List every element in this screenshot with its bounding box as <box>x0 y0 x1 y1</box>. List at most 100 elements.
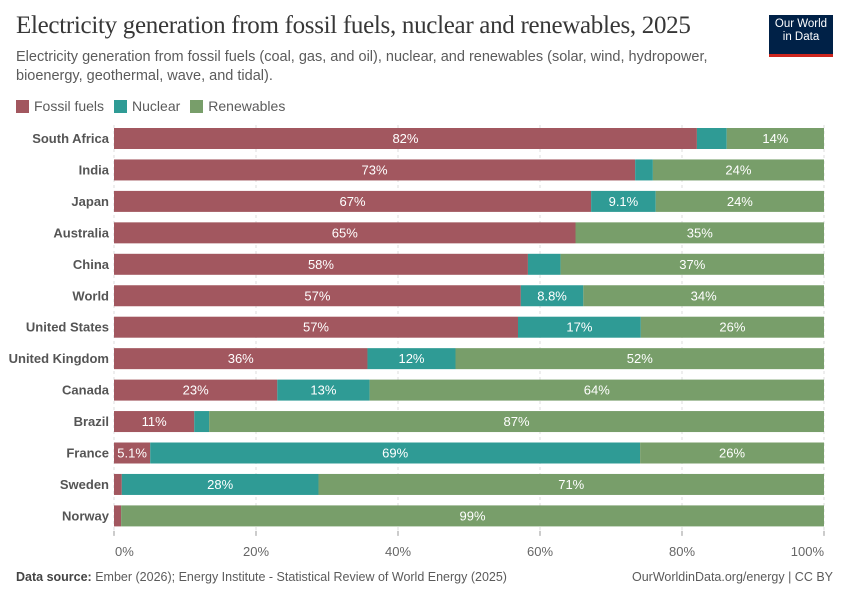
data-label: 8.8% <box>537 288 567 303</box>
data-source: Data source: Ember (2026); Energy Instit… <box>16 570 507 584</box>
y-category-label: United States <box>26 320 109 335</box>
bar-segment[interactable] <box>640 316 824 338</box>
bar-segment[interactable] <box>150 442 641 464</box>
bar-segment[interactable] <box>114 505 122 527</box>
chart-title: Electricity generation from fossil fuels… <box>16 12 691 39</box>
bar-segment[interactable] <box>591 190 656 212</box>
legend-swatch <box>190 99 204 113</box>
y-category-label: India <box>79 162 110 177</box>
data-label: 67% <box>340 194 366 209</box>
bar-segment[interactable] <box>583 285 824 307</box>
bar-segment[interactable] <box>114 442 151 464</box>
data-label: 71% <box>558 477 584 492</box>
bar-segment[interactable] <box>114 473 122 495</box>
data-label: 13% <box>310 383 336 398</box>
bar-segment[interactable] <box>367 348 456 370</box>
data-label: 58% <box>308 257 334 272</box>
chart-subtitle: Electricity generation from fossil fuels… <box>16 49 708 84</box>
bar-segment[interactable] <box>455 348 824 370</box>
data-label: 9.1% <box>609 194 639 209</box>
data-label: 24% <box>727 194 753 209</box>
y-category-label: Norway <box>62 508 110 523</box>
legend-swatch <box>114 99 128 113</box>
data-label: 17% <box>566 320 592 335</box>
bar-segment[interactable] <box>520 285 584 307</box>
data-label: 24% <box>725 162 751 177</box>
bar-segment[interactable] <box>114 159 636 181</box>
legend-item-nuclear[interactable]: Nuclear <box>114 98 180 114</box>
y-category-label: South Africa <box>32 131 110 146</box>
data-label: 65% <box>332 225 358 240</box>
x-tick-label: 100% <box>791 544 825 559</box>
source-label: Data source: <box>16 570 92 584</box>
y-category-label: Australia <box>53 225 109 240</box>
bar-segment[interactable] <box>114 128 697 149</box>
legend: Fossil fuels Nuclear Renewables <box>16 98 285 114</box>
legend-item-renewables[interactable]: Renewables <box>190 98 285 114</box>
y-category-label: China <box>73 257 110 272</box>
x-tick-label: 20% <box>243 544 269 559</box>
bar-segment[interactable] <box>114 411 195 433</box>
data-label: 52% <box>627 351 653 366</box>
data-label: 12% <box>398 351 424 366</box>
data-label: 26% <box>719 446 745 461</box>
x-tick-label: 60% <box>527 544 553 559</box>
bar-segment[interactable] <box>277 379 370 401</box>
x-tick-label: 0% <box>115 544 134 559</box>
data-label: 34% <box>691 288 717 303</box>
y-category-label: United Kingdom <box>9 351 109 366</box>
data-label: 5.1% <box>117 446 147 461</box>
legend-label: Renewables <box>208 98 286 114</box>
y-category-label: Sweden <box>60 477 109 492</box>
data-label: 73% <box>362 162 388 177</box>
bar-segment[interactable] <box>726 128 824 149</box>
data-label: 69% <box>382 446 408 461</box>
y-category-label: Canada <box>62 383 110 398</box>
x-tick-label: 40% <box>385 544 411 559</box>
bar-segment[interactable] <box>114 379 278 401</box>
bar-segment[interactable] <box>194 411 210 433</box>
owid-logo[interactable]: Our World in Data <box>769 15 833 57</box>
source-text: Ember (2026); Energy Institute - Statist… <box>95 570 507 584</box>
bar-segment[interactable] <box>652 159 824 181</box>
bar-segment[interactable] <box>560 253 824 275</box>
bar-segment[interactable] <box>527 253 561 275</box>
data-label: 35% <box>687 225 713 240</box>
bar-segment[interactable] <box>635 159 653 181</box>
legend-label: Fossil fuels <box>34 98 105 114</box>
bar-segment[interactable] <box>575 222 825 244</box>
data-label: 14% <box>762 131 788 146</box>
x-tick-label: 80% <box>669 544 695 559</box>
legend-label: Nuclear <box>132 98 181 114</box>
legend-swatch <box>16 99 29 113</box>
credit-link[interactable]: OurWorldinData.org/energy | CC BY <box>631 570 833 584</box>
bar-segment[interactable] <box>114 222 576 244</box>
bar-segment[interactable] <box>114 285 521 307</box>
bar-segment[interactable] <box>121 505 825 527</box>
bar-segment[interactable] <box>640 442 824 464</box>
bar-segment[interactable] <box>114 253 528 275</box>
data-label: 87% <box>504 414 530 429</box>
data-label: 23% <box>183 383 209 398</box>
y-category-label: France <box>66 446 109 461</box>
bar-segment[interactable] <box>517 316 641 338</box>
bar-segment[interactable] <box>655 190 824 212</box>
y-category-label: World <box>72 288 109 303</box>
data-label: 57% <box>304 288 330 303</box>
data-label: 36% <box>228 351 254 366</box>
bar-segment[interactable] <box>114 316 518 338</box>
bar-segment[interactable] <box>369 379 824 401</box>
bar-segment[interactable] <box>121 473 319 495</box>
y-category-label: Japan <box>71 194 109 209</box>
bar-segment[interactable] <box>696 128 727 149</box>
bar-segment[interactable] <box>209 411 824 433</box>
data-label: 26% <box>719 320 745 335</box>
bar-segment[interactable] <box>114 348 368 370</box>
data-label: 64% <box>584 383 610 398</box>
legend-item-fossil[interactable]: Fossil fuels <box>16 98 104 114</box>
data-label: 99% <box>460 508 486 523</box>
data-label: 37% <box>679 257 705 272</box>
bar-segment[interactable] <box>318 473 824 495</box>
bar-segment[interactable] <box>114 190 592 212</box>
